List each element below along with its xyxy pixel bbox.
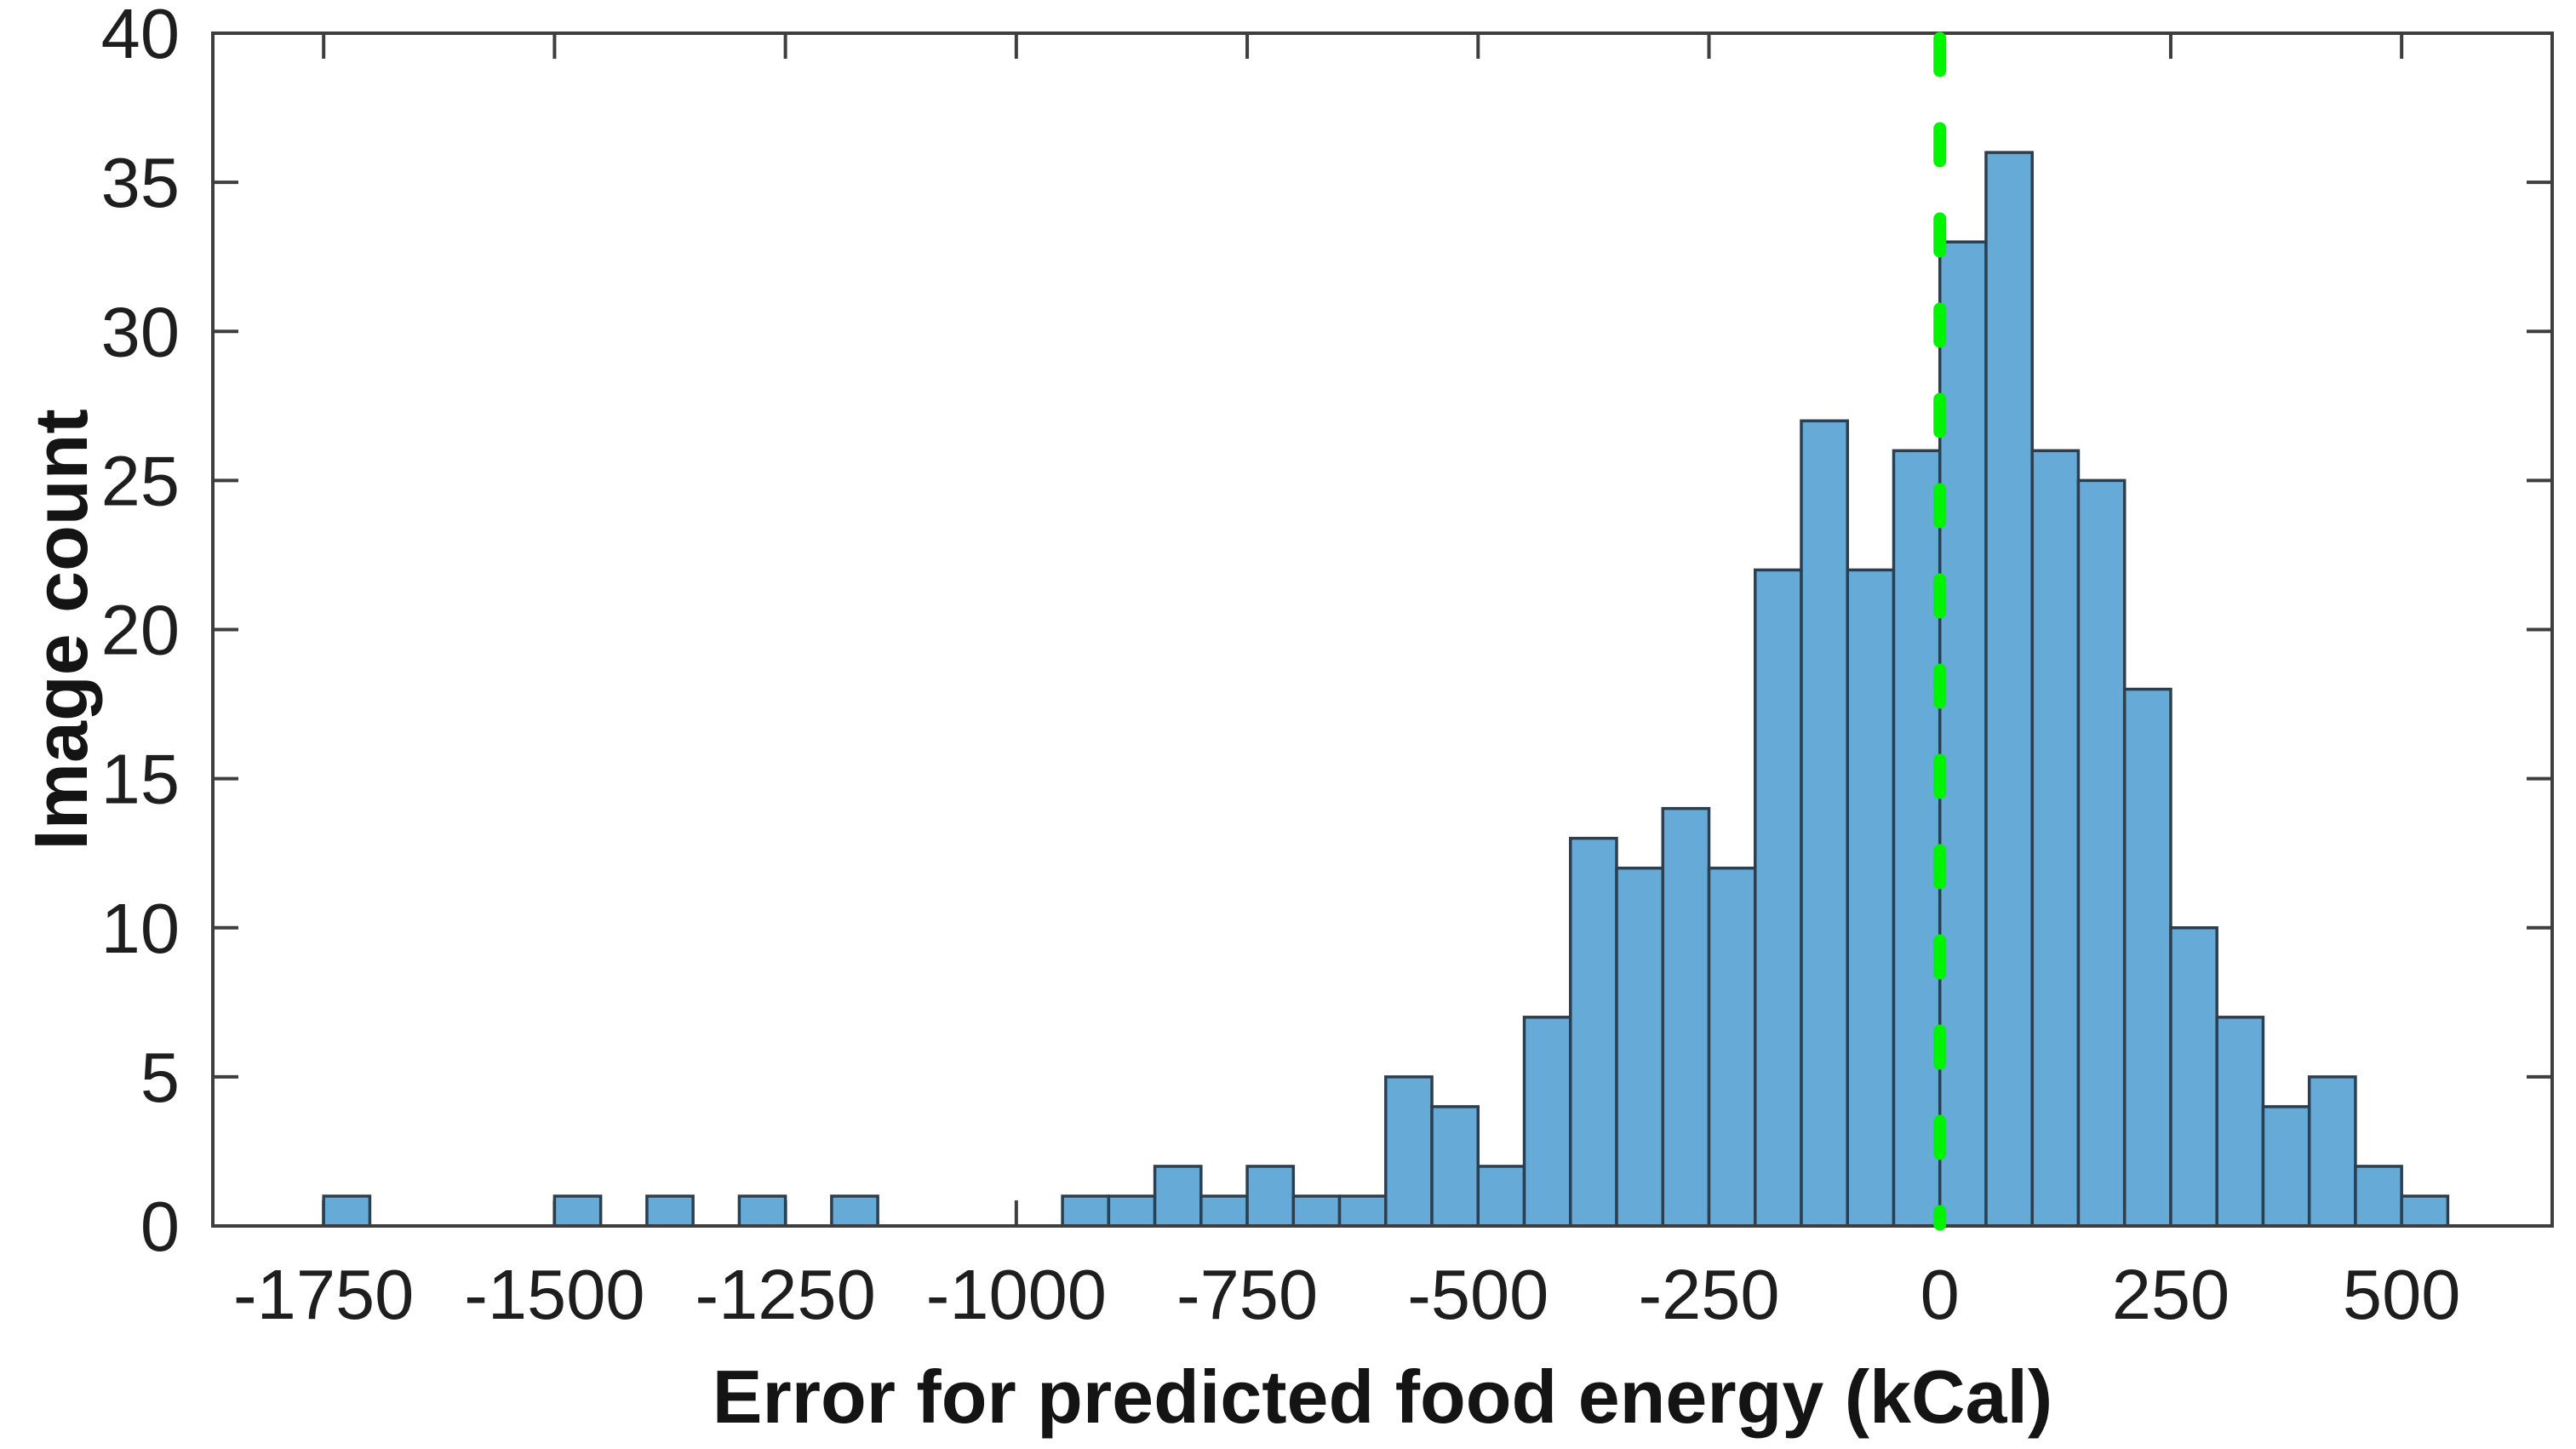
histogram-bar xyxy=(322,1194,372,1228)
histogram-bar xyxy=(2076,478,2127,1228)
histogram-bar xyxy=(1615,866,1665,1228)
histogram-bar xyxy=(830,1194,879,1228)
x-tick-label: -1750 xyxy=(233,1255,414,1334)
y-tick-label: 30 xyxy=(101,292,180,371)
x-tick-label: -1500 xyxy=(464,1255,644,1334)
x-tick-label: -750 xyxy=(1176,1255,1318,1334)
histogram-bar xyxy=(2354,1165,2403,1228)
histogram-bar xyxy=(1938,240,1988,1228)
y-tick-label: 10 xyxy=(101,889,180,968)
x-tick-label: -1250 xyxy=(695,1255,875,1334)
histogram-bar xyxy=(1753,568,1803,1228)
x-tick-label: 250 xyxy=(2112,1255,2230,1334)
histogram-bar xyxy=(1892,449,1942,1228)
histogram-bar xyxy=(1153,1165,1203,1228)
histogram-bar xyxy=(1245,1165,1296,1228)
y-axis-title: Image count xyxy=(19,409,103,850)
histogram-bar xyxy=(1476,1165,1526,1228)
histogram-bar xyxy=(1337,1194,1388,1228)
histogram-bar xyxy=(1846,568,1896,1228)
histogram-bar xyxy=(2261,1105,2311,1228)
x-axis-title: Error for predicted food energy (kCal) xyxy=(713,1354,2052,1439)
y-tick-label: 20 xyxy=(101,591,180,670)
histogram-bar xyxy=(1707,866,1757,1228)
y-tick-label: 15 xyxy=(101,740,180,819)
histogram-bar xyxy=(552,1194,603,1228)
histogram-bar xyxy=(1569,836,1618,1228)
histogram-bar xyxy=(1522,1016,1572,1228)
histogram-bar xyxy=(2307,1075,2357,1228)
y-tick-label: 35 xyxy=(101,143,180,222)
x-tick-label: 500 xyxy=(2343,1255,2460,1334)
histogram-bar xyxy=(1430,1105,1480,1228)
histogram-bar xyxy=(1061,1194,1111,1228)
histogram-bar xyxy=(1107,1194,1157,1228)
x-tick-label: -1000 xyxy=(926,1255,1107,1334)
histogram-bar xyxy=(2400,1194,2450,1228)
histogram-bar xyxy=(1984,151,2034,1228)
histogram-bar xyxy=(2122,687,2172,1228)
histogram-bar xyxy=(2030,449,2081,1228)
histogram-bar xyxy=(1291,1194,1342,1228)
histogram-bar xyxy=(645,1194,695,1228)
histogram-bar xyxy=(1661,806,1711,1228)
histogram-bar xyxy=(1800,419,1849,1228)
histogram-bar xyxy=(2169,926,2218,1228)
x-tick-label: -250 xyxy=(1638,1255,1779,1334)
x-tick-label: 0 xyxy=(1921,1255,1960,1334)
y-tick-label: 40 xyxy=(101,0,180,73)
y-tick-label: 0 xyxy=(140,1187,180,1266)
histogram-bar xyxy=(1199,1194,1249,1228)
plot-border xyxy=(211,32,2554,1228)
x-tick-label: -500 xyxy=(1407,1255,1548,1334)
y-tick-label: 5 xyxy=(140,1038,180,1117)
y-tick-label: 25 xyxy=(101,441,180,520)
histogram-bar xyxy=(1384,1075,1434,1228)
histogram-bar xyxy=(2215,1016,2265,1228)
histogram-bar xyxy=(737,1194,787,1228)
